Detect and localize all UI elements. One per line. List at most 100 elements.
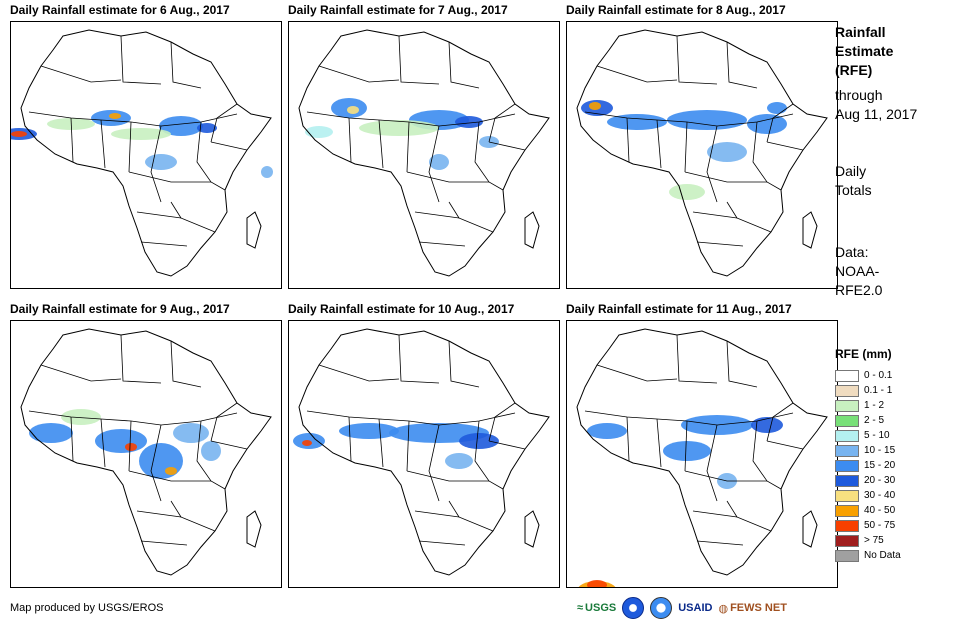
country-border: [706, 424, 718, 502]
legend-label: 0 - 0.1: [864, 370, 893, 381]
legend-swatch: [835, 399, 859, 412]
legend-row: 5 - 10: [835, 428, 901, 443]
country-border: [100, 418, 106, 468]
legend-row: 2 - 5: [835, 413, 901, 428]
legend-row: 30 - 40: [835, 488, 901, 503]
legend-label: 2 - 5: [864, 415, 885, 426]
country-border: [726, 500, 738, 518]
country-border: [70, 416, 74, 462]
rain-area: [607, 114, 667, 130]
country-border: [128, 121, 132, 173]
country-border: [210, 440, 248, 450]
legend-row: 0.1 - 1: [835, 383, 901, 398]
rain-area: [139, 443, 183, 479]
africa-coastline: [20, 328, 272, 576]
madagascar-outline: [246, 510, 262, 548]
rain-area: [347, 106, 359, 114]
rain-area: [359, 120, 439, 136]
legend-label: 5 - 10: [864, 430, 890, 441]
rfe-legend: RFE (mm) 0 - 0.1 0.1 - 1 1 - 2 2 - 5 5 - 10 1…: [835, 347, 901, 563]
legend-row: No Data: [835, 548, 901, 563]
country-border: [596, 364, 678, 382]
legend-row: 40 - 50: [835, 503, 901, 518]
sidebar-data-source: Data: NOAA- RFE2.0: [835, 244, 883, 298]
country-border: [726, 340, 758, 388]
legend-swatch: [835, 384, 859, 397]
country-border: [40, 65, 122, 83]
map-panel-aug-11: Daily Rainfall estimate for 11 Aug., 201…: [566, 302, 838, 588]
legend-row: 20 - 30: [835, 473, 901, 488]
rain-area: [61, 409, 101, 425]
country-border: [414, 211, 494, 233]
country-border: [656, 119, 662, 169]
map-panel-aug-10: Daily Rainfall estimate for 10 Aug., 201…: [288, 302, 560, 588]
country-border: [418, 241, 466, 247]
country-border: [684, 171, 767, 183]
legend-swatch: [835, 489, 859, 502]
africa-map-svg: [11, 29, 273, 277]
rain-area: [11, 131, 27, 137]
country-border: [318, 364, 400, 382]
country-border: [696, 241, 744, 247]
legend-swatch: [835, 534, 859, 547]
panel-title: Daily Rainfall estimate for 11 Aug., 201…: [566, 302, 792, 316]
rain-area: [125, 443, 137, 451]
country-border: [150, 125, 162, 203]
country-border: [474, 121, 504, 191]
country-border: [706, 125, 718, 203]
legend-row: 1 - 2: [835, 398, 901, 413]
legend-swatch: [835, 459, 859, 472]
country-border: [488, 440, 526, 450]
country-border: [378, 418, 384, 468]
madagascar-outline: [802, 211, 818, 249]
africa-map-svg: [20, 328, 272, 576]
country-border: [348, 117, 352, 163]
usaid-logo: USAID: [678, 602, 713, 614]
country-border: [752, 420, 782, 490]
rainfall-map: [288, 320, 560, 588]
country-border: [398, 334, 440, 384]
rain-area: [109, 113, 121, 119]
legend-swatch: [835, 444, 859, 457]
country-border: [488, 402, 516, 442]
country-border: [348, 416, 352, 462]
country-border: [170, 41, 202, 89]
country-border: [474, 420, 504, 490]
country-border: [398, 35, 440, 85]
legend-title: RFE (mm): [835, 347, 892, 361]
country-border: [684, 420, 688, 472]
country-border: [196, 420, 226, 490]
country-border: [692, 510, 772, 532]
country-border: [766, 440, 804, 450]
legend-row: > 75: [835, 533, 901, 548]
rainfall-map: [566, 21, 838, 289]
country-border: [676, 35, 718, 85]
country-border: [406, 470, 489, 482]
country-border: [406, 171, 489, 183]
country-border: [40, 364, 122, 382]
madagascar-outline: [524, 510, 540, 548]
rain-area: [165, 467, 177, 475]
map-panel-aug-8: Daily Rainfall estimate for 8 Aug., 2017: [566, 3, 838, 289]
country-border: [656, 418, 662, 468]
legend-label: 0.1 - 1: [864, 385, 893, 396]
rain-area: [197, 123, 217, 133]
country-border: [414, 510, 494, 532]
country-border: [488, 141, 526, 151]
rain-area: [667, 110, 747, 130]
rain-area: [747, 114, 787, 134]
legend-label: 10 - 15: [864, 445, 896, 456]
rain-area: [459, 433, 499, 449]
africa-map-svg: [293, 328, 550, 576]
rain-area: [751, 417, 783, 433]
country-border: [766, 402, 794, 442]
country-border: [170, 201, 182, 219]
country-border: [120, 35, 162, 85]
africa-coastline: [298, 328, 550, 576]
legend-swatch: [835, 519, 859, 532]
legend-label: 1 - 2: [864, 400, 885, 411]
country-border: [128, 470, 211, 482]
rain-area: [302, 440, 312, 446]
country-border: [696, 540, 744, 546]
rainfall-map: [10, 21, 282, 289]
